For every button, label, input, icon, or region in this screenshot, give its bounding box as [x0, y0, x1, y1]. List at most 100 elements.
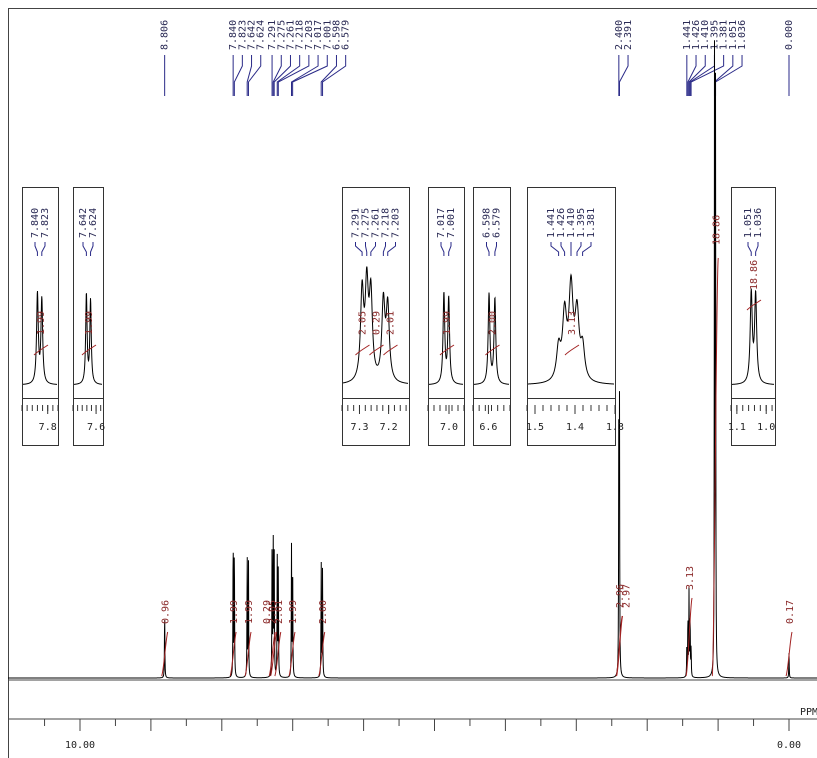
- inset-integral-curve: [81, 344, 97, 356]
- peak-label: 1.395: [709, 20, 720, 50]
- peak-label-connector: [276, 55, 301, 96]
- plot-frame: [8, 8, 817, 758]
- peak-label: 1.441: [682, 20, 693, 50]
- peak-label: 8.806: [160, 20, 171, 50]
- peak-label-connector: [688, 55, 706, 96]
- inset-integral-label: 2.05: [358, 311, 369, 335]
- integral-label: 2.96: [615, 584, 626, 608]
- peak-label: 7.203: [304, 20, 315, 50]
- inset-integral-label: 18.86: [749, 260, 760, 290]
- peak-label: 7.291: [267, 20, 278, 50]
- inset-peak-label: 7.203: [391, 208, 402, 238]
- inset-integral-curve: [383, 344, 398, 356]
- peak-label-connector: [273, 55, 291, 96]
- inset-peak-label: 6.598: [482, 208, 493, 238]
- inset-integral-curve: [355, 344, 370, 356]
- inset-expansion: 7.840 7.823 1.99 7.8: [21, 187, 59, 446]
- integral-curve: [318, 631, 326, 677]
- peak-label-connector: [322, 55, 347, 96]
- integral-label: 2.01: [274, 600, 285, 624]
- inset-peak-connector: [582, 242, 592, 256]
- inset-peak-connector: [382, 242, 386, 256]
- integral-group: 0.96 1.99 1.99 0.292.052.01 1.99 2.002.962.97…: [161, 215, 796, 677]
- inset-peak-connector: [576, 242, 582, 256]
- inset-frame: [73, 187, 104, 446]
- integral-label: 2.05: [268, 600, 279, 624]
- peak-label: 0.000: [784, 20, 795, 50]
- inset-tick-label: 7.3: [350, 422, 368, 433]
- integral-curve: [161, 631, 169, 677]
- inset-expansion: 7.017 7.001 1.99 7.0: [427, 187, 465, 446]
- peak-label: 6.598: [331, 20, 342, 50]
- spectrum-trace: [8, 40, 817, 679]
- integral-curve: [270, 631, 278, 677]
- inset-integral-curve: [746, 299, 762, 311]
- inset-peak-label: 7.624: [88, 208, 99, 238]
- inset-peak-connector: [387, 242, 396, 256]
- integral-curve: [229, 631, 237, 677]
- inset-peak-label: 6.579: [492, 208, 503, 238]
- peak-label: 7.001: [322, 20, 333, 50]
- inset-peak-label: 7.291: [351, 208, 362, 238]
- inset-trace: [73, 293, 103, 385]
- inset-peak-label: 7.001: [446, 208, 457, 238]
- inset-frame: [731, 187, 776, 446]
- integral-label: 2.00: [318, 600, 329, 624]
- inset-trace: [731, 288, 775, 385]
- integral-label: 1.99: [288, 600, 299, 624]
- peak-label-connector: [233, 55, 243, 96]
- peak-label-connector: [246, 55, 253, 96]
- integral-curve: [616, 615, 624, 677]
- inset-peak-label: 7.218: [381, 208, 392, 238]
- inset-peak-label: 1.441: [546, 208, 557, 238]
- inset-trace: [428, 292, 464, 385]
- inset-tick-label: 7.8: [39, 422, 57, 433]
- peak-label-connector: [690, 55, 725, 96]
- x-axis-ticks: 10.00 0.00: [44, 719, 801, 751]
- inset-integral-curve: [485, 344, 500, 356]
- integral-curve: [711, 257, 719, 677]
- integral-curve: [268, 631, 276, 677]
- inset-frame: [342, 187, 410, 446]
- spectrum-trace-group: [8, 40, 817, 679]
- inset-frame: [428, 187, 465, 446]
- peak-label: 2.391: [623, 20, 634, 50]
- inset-tick-label: 7.2: [380, 422, 398, 433]
- peak-label-connector: [320, 55, 337, 96]
- inset-peak-connector: [41, 242, 46, 256]
- inset-expansion: 1.051 1.036 18.86 1.1 1.0: [728, 187, 776, 446]
- peak-label-connector: [272, 55, 282, 96]
- x-axis-unit-label: PPM: [800, 707, 817, 718]
- inset-tick-label: 1.0: [757, 422, 775, 433]
- integral-curve: [244, 631, 252, 677]
- inset-tick-label: 1.1: [728, 422, 746, 433]
- inset-peak-label: 7.823: [40, 208, 51, 238]
- inset-peak-label: 1.395: [576, 208, 587, 238]
- integral-label: 18.86: [711, 215, 722, 245]
- peak-label-connector: [689, 55, 715, 96]
- inset-peak-label: 1.051: [743, 208, 754, 238]
- peak-label: 7.642: [247, 20, 258, 50]
- inset-peak-connector: [486, 242, 490, 256]
- inset-peak-connector: [370, 242, 376, 256]
- inset-peak-connector: [448, 242, 452, 256]
- peak-label-connector: [247, 55, 262, 96]
- inset-tick-label: 7.0: [440, 422, 458, 433]
- inset-peak-connector: [494, 242, 497, 256]
- peak-label: 7.261: [285, 20, 296, 50]
- inset-trace: [22, 291, 58, 385]
- inset-integral-curve: [369, 344, 384, 356]
- inset-peak-label: 7.261: [371, 208, 382, 238]
- inset-peak-label: 1.381: [586, 208, 597, 238]
- integral-curve: [685, 597, 693, 677]
- peak-label: 7.218: [295, 20, 306, 50]
- inset-frame: [527, 187, 616, 446]
- inset-peak-label: 7.840: [30, 208, 41, 238]
- inset-trace: [342, 266, 409, 384]
- peak-label: 7.017: [313, 20, 324, 50]
- peak-label-connector: [618, 55, 629, 96]
- integral-label: 3.13: [685, 566, 696, 590]
- peak-label: 7.624: [256, 20, 267, 50]
